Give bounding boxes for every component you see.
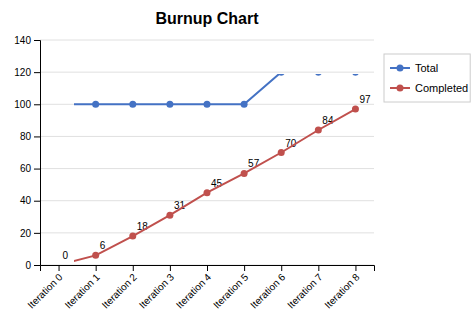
title: Burnup Chart xyxy=(155,10,259,27)
point xyxy=(315,127,322,134)
series-line xyxy=(59,72,356,104)
point xyxy=(204,189,211,196)
x-tick-label: Iteration 2 xyxy=(100,271,140,311)
y-tick-mark xyxy=(34,265,40,266)
x-tick-mark xyxy=(244,265,245,271)
x-tick-mark xyxy=(355,265,356,271)
y-tick-label: 0 xyxy=(25,260,31,271)
y-tick-mark xyxy=(34,104,40,105)
y-tick-mark xyxy=(34,72,40,73)
x-tick-mark xyxy=(281,265,282,271)
y-tick-mark xyxy=(34,169,40,170)
point xyxy=(55,262,62,269)
y-tick: 80 xyxy=(20,131,40,142)
plot-area: 0 20 40 60 80 100 120 140 Iteration 0Iteration 1… xyxy=(14,35,374,311)
point xyxy=(352,106,359,113)
x-tick-mark xyxy=(59,265,60,271)
x-tick: Iteration 7 xyxy=(285,265,325,311)
y-tick-mark xyxy=(34,201,40,202)
legend-item: Completed xyxy=(390,82,468,94)
y-tick-label: 100 xyxy=(14,99,31,110)
x-tick: Iteration 1 xyxy=(63,265,103,311)
y-axis: 0 20 40 60 80 100 120 140 xyxy=(14,35,40,271)
data-labels: 0618314557708497 xyxy=(63,94,371,261)
y-tick-label: 120 xyxy=(14,67,31,78)
x-tick-label: Iteration 5 xyxy=(211,271,251,311)
y-tick: 120 xyxy=(14,67,40,78)
data-label: 0 xyxy=(63,250,69,261)
point xyxy=(92,252,99,259)
legend-item: Total xyxy=(390,62,438,74)
x-tick-mark xyxy=(96,265,97,271)
y-tick: 20 xyxy=(20,228,40,239)
x-tick-mark xyxy=(133,265,134,271)
point xyxy=(352,69,359,76)
chart: 0 20 40 60 80 100 120 140 Iteration 0Iteration 1… xyxy=(0,0,474,323)
x-tick-label: Iteration 8 xyxy=(322,271,362,311)
y-tick: 140 xyxy=(14,35,40,46)
x-tick-mark xyxy=(170,265,171,271)
point xyxy=(278,149,285,156)
x-tick-label: Iteration 0 xyxy=(25,271,65,311)
grid-line xyxy=(40,136,374,137)
grid-line xyxy=(40,72,374,73)
y-tick-label: 80 xyxy=(20,131,32,142)
x-tick: Iteration 8 xyxy=(322,265,362,311)
y-tick-label: 140 xyxy=(14,35,31,46)
y-tick: 40 xyxy=(20,195,40,206)
grid-line xyxy=(40,200,374,201)
legend: Total Completed xyxy=(384,54,470,102)
y-tick: 60 xyxy=(20,163,40,174)
y-tick-label: 60 xyxy=(20,163,32,174)
legend-box xyxy=(384,54,470,102)
legend-label: Completed xyxy=(415,82,468,94)
point xyxy=(129,101,136,108)
point xyxy=(241,101,248,108)
grid-line xyxy=(40,168,374,169)
x-tick-mark xyxy=(207,265,208,271)
point xyxy=(166,212,173,219)
point xyxy=(166,101,173,108)
point xyxy=(315,69,322,76)
x-axis: Iteration 0Iteration 1Iteration 2Iterati… xyxy=(25,265,374,311)
y-tick-mark xyxy=(34,40,40,41)
x-tick-label: Iteration 1 xyxy=(63,271,103,311)
point xyxy=(55,101,62,108)
x-tick: Iteration 6 xyxy=(248,265,288,311)
point xyxy=(241,170,248,177)
x-tick-label: Iteration 7 xyxy=(285,271,325,311)
x-tick: Iteration 5 xyxy=(211,265,251,311)
legend-marker xyxy=(397,65,404,72)
x-tick-label: Iteration 3 xyxy=(137,271,177,311)
y-tick-mark xyxy=(34,136,40,137)
x-tick-label: Iteration 6 xyxy=(248,271,288,311)
series-line xyxy=(59,109,356,265)
point xyxy=(92,101,99,108)
data-label: 97 xyxy=(359,94,371,105)
marks xyxy=(55,69,359,269)
y-tick-mark xyxy=(34,233,40,234)
y-tick-label: 40 xyxy=(20,195,32,206)
grid xyxy=(40,40,374,265)
point xyxy=(129,233,136,240)
x-axis-line xyxy=(41,266,375,272)
legend-marker xyxy=(397,85,404,92)
x-tick: Iteration 4 xyxy=(174,265,214,311)
x-tick: Iteration 0 xyxy=(25,265,65,311)
x-tick-mark xyxy=(318,265,319,271)
y-tick-label: 20 xyxy=(20,228,32,239)
y-tick: 100 xyxy=(14,99,40,110)
x-tick: Iteration 2 xyxy=(100,265,140,311)
point xyxy=(278,69,285,76)
x-tick: Iteration 3 xyxy=(137,265,177,311)
y-tick: 0 xyxy=(25,260,40,271)
legend-label: Total xyxy=(415,62,438,74)
grid-line xyxy=(40,40,374,41)
x-tick-label: Iteration 4 xyxy=(174,271,214,311)
grid-line xyxy=(40,232,374,233)
point xyxy=(204,101,211,108)
y-axis-line xyxy=(34,41,41,266)
